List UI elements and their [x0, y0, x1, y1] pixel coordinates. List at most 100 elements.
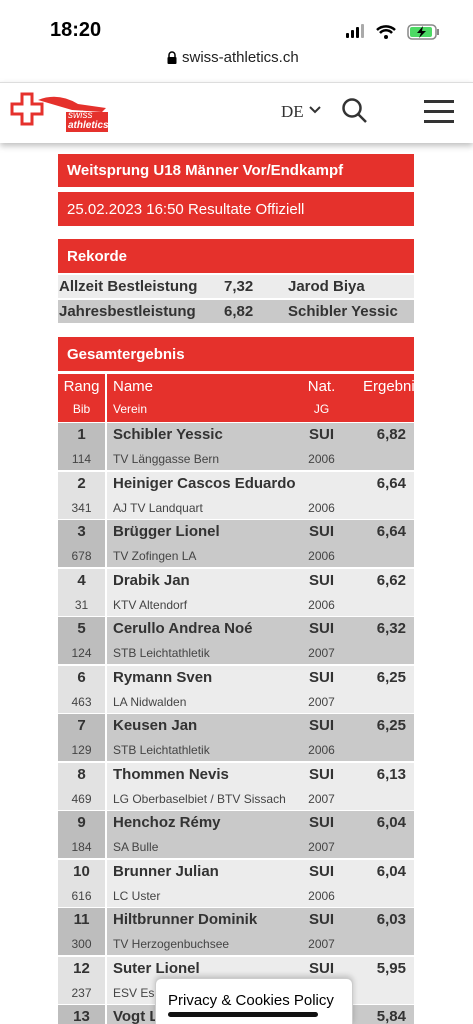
row-divider — [105, 762, 107, 810]
club: LG Oberbaselbiet / BTV Sissach — [113, 791, 286, 806]
rank: 7 — [77, 717, 86, 734]
menu-icon[interactable] — [424, 99, 454, 125]
nation: SUI — [308, 571, 334, 589]
row-divider — [105, 859, 107, 907]
athlete-name: Brügger Lionel — [113, 523, 220, 540]
result-row: 6 Rymann Sven SUI 6,25 463 LA Nidwalden 2007 — [58, 665, 414, 713]
club: AJ TV Landquart — [113, 500, 203, 515]
language-selector[interactable]: DE — [281, 102, 304, 121]
result: 6,04 — [376, 862, 406, 880]
result-row: 3 Brügger Lionel SUI 6,64 678 TV Zofingen LA 2… — [58, 520, 414, 567]
url[interactable]: swiss-athletics.ch — [182, 49, 299, 66]
rank: 4 — [77, 571, 86, 589]
result: 6,25 — [376, 717, 406, 734]
column-header: Nat. — [307, 378, 336, 395]
row-divider — [105, 568, 107, 616]
row-divider — [105, 471, 107, 519]
club: SA Bulle — [113, 840, 159, 854]
results-table: Rang Bib Name Verein Nat. JG Ergebnis 1 Schibler… — [58, 374, 414, 1024]
bib: 129 — [71, 743, 92, 757]
column-header: Name — [113, 378, 154, 395]
bib: 616 — [71, 888, 92, 903]
club: STB Leichtathletik — [113, 743, 210, 757]
logo[interactable] — [8, 92, 113, 134]
row-divider — [105, 956, 107, 1004]
athlete-name: Schibler Yessic — [113, 426, 223, 443]
rank-cell — [58, 859, 105, 907]
bib: 184 — [71, 840, 92, 854]
column-header: Bib — [72, 402, 91, 416]
nation: SUI — [308, 523, 334, 540]
rank-cell — [58, 471, 105, 519]
nation: SUI — [308, 668, 334, 686]
result: 6,82 — [376, 426, 406, 443]
bib: 114 — [71, 452, 92, 466]
bib: 463 — [71, 694, 92, 709]
record-cell: 6,82 — [224, 303, 254, 320]
home-indicator — [168, 1012, 318, 1017]
athlete-name: Drabik Jan — [113, 571, 190, 589]
lock-icon — [167, 51, 177, 64]
row-divider — [105, 423, 107, 470]
rank-cell — [58, 520, 105, 567]
birth-year: 2007 — [308, 791, 335, 806]
birth-year: 2007 — [308, 937, 335, 951]
result-row: 2 Heiniger Cascos Eduardo 6,64 341 AJ TV Lan… — [58, 471, 414, 519]
club: TV Herzogenbuchsee — [113, 937, 230, 951]
search-icon[interactable] — [341, 97, 369, 125]
rank: 12 — [73, 959, 90, 977]
column-header: Verein — [113, 402, 148, 416]
cookie-link[interactable]: Privacy & Cookies Policy — [168, 992, 334, 1009]
rank: 3 — [77, 523, 86, 540]
result: 6,64 — [376, 474, 406, 492]
athlete-name: Brunner Julian — [113, 862, 219, 880]
rank: 11 — [73, 911, 90, 928]
event-title: Weitsprung U18 Männer Vor/Endkampf — [58, 154, 414, 187]
club: KTV Altendorf — [113, 597, 188, 612]
rank: 6 — [77, 668, 86, 686]
bib: 300 — [71, 937, 92, 951]
rank-cell — [58, 714, 105, 761]
birth-year: 2007 — [308, 840, 335, 854]
result-row: 8 Thommen Nevis SUI 6,13 469 LG Oberbaselbiet… — [58, 762, 414, 810]
row-divider — [105, 714, 107, 761]
athlete-name: Hiltbrunner Dominik — [113, 911, 258, 928]
status-icons — [346, 24, 439, 40]
rank: 2 — [77, 474, 86, 492]
bib: 341 — [71, 500, 92, 515]
athlete-name: Rymann Sven — [113, 668, 213, 686]
birth-year: 2006 — [308, 597, 335, 612]
rank: 8 — [77, 765, 86, 783]
birth-year: 2006 — [308, 743, 335, 757]
rank: 5 — [77, 620, 86, 637]
record-cell: Jahresbestleistung — [59, 303, 196, 320]
rank-cell — [58, 423, 105, 470]
nation: SUI — [308, 814, 334, 831]
bib: 31 — [74, 597, 89, 612]
club: ESV Es — [113, 985, 155, 1000]
rank-cell — [58, 617, 105, 664]
result: 6,64 — [376, 523, 406, 540]
record-row: Jahresbestleistung 6,82 Schibler Yessic — [58, 300, 414, 323]
column-header: Rang — [63, 378, 100, 395]
chevron — [309, 106, 321, 114]
result: 6,04 — [376, 814, 406, 831]
row-divider — [105, 908, 107, 955]
rank-cell — [58, 1005, 105, 1024]
results-title: Gesamtergebnis — [58, 337, 414, 371]
result: 5,95 — [376, 959, 406, 977]
rank: 10 — [73, 862, 90, 880]
row-divider — [105, 665, 107, 713]
result: 6,62 — [376, 571, 406, 589]
athlete-name: Heiniger Cascos Eduardo — [113, 474, 296, 492]
nation: SUI — [308, 862, 334, 880]
row-divider — [105, 811, 107, 858]
column-header: JG — [313, 402, 330, 416]
birth-year: 2006 — [308, 452, 335, 466]
nation: SUI — [308, 620, 334, 637]
nation: SUI — [308, 426, 334, 443]
athlete-name: Vogt L — [113, 1008, 159, 1024]
result-row: 7 Keusen Jan SUI 6,25 129 STB Leichtathletik 2… — [58, 714, 414, 761]
records-title: Rekorde — [58, 239, 414, 273]
